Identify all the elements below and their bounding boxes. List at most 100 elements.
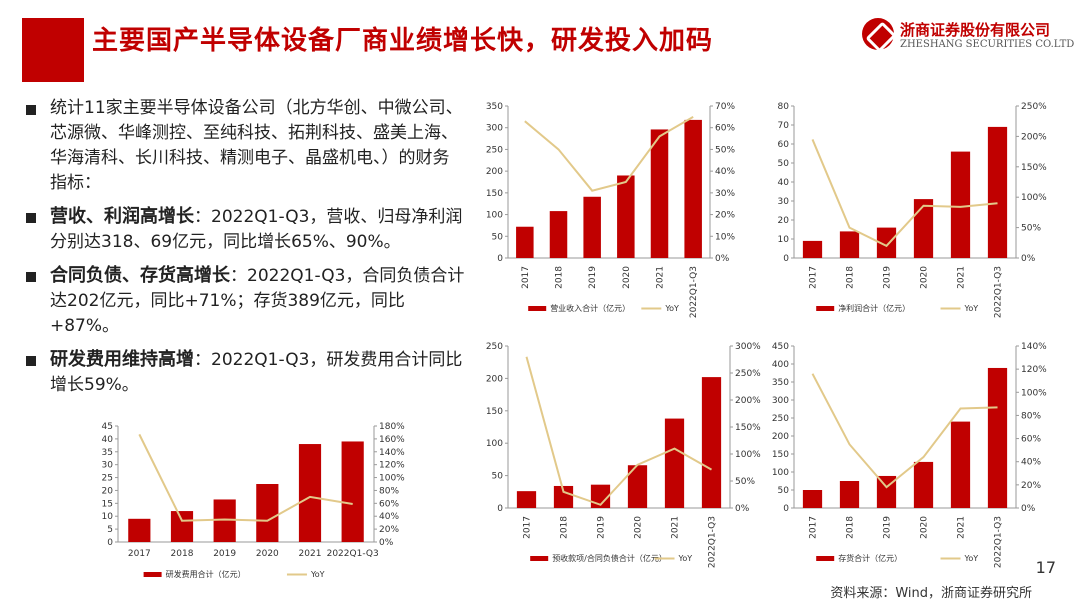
- bullet-text: 合同负债、存货高增长：2022Q1-Q3，合同负债合计达202亿元，同比+71%…: [50, 263, 466, 339]
- y-right-tick-label: 140%: [1021, 342, 1047, 352]
- y-left-tick-label: 300: [772, 396, 789, 406]
- y-left-tick-label: 50: [492, 472, 504, 482]
- y-right-tick-label: 50%: [715, 145, 735, 155]
- y-right-tick-label: 0%: [735, 504, 750, 514]
- y-right-tick-label: 250%: [735, 369, 761, 379]
- y-left-tick-label: 400: [772, 360, 789, 370]
- y-right-tick-label: 60%: [379, 499, 399, 509]
- y-left-tick-label: 20: [102, 486, 114, 496]
- bar: [987, 126, 1008, 259]
- square-bullet-icon: [26, 105, 36, 115]
- x-tick-label: 2021: [957, 516, 967, 539]
- bar: [516, 226, 534, 258]
- y-right-tick-label: 0%: [1021, 504, 1036, 514]
- contract-liabilities-chart-svg: 0 50 100 150 200 250 0% 50% 100% 150% 200% 250% 300%…: [486, 342, 761, 568]
- net-profit-chart-svg: 0 10 20 30 40 50 60 70 80 0% 50% 100% 150% 200% 250% 20…: [778, 102, 1048, 318]
- bullet-item: 统计11家主要半导体设备公司（北方华创、中微公司、芯源微、华峰测控、至纯科技、拓…: [26, 96, 466, 196]
- y-left-tick-label: 250: [486, 342, 503, 352]
- x-tick-label: 2021: [299, 549, 322, 559]
- legend-bar-swatch: [816, 306, 835, 311]
- bar: [839, 231, 860, 258]
- y-left-tick-label: 40: [102, 435, 114, 445]
- y-left-tick-label: 50: [492, 232, 504, 242]
- bar: [664, 418, 685, 508]
- yoy-line: [811, 139, 998, 248]
- y-right-tick-label: 0%: [1021, 254, 1036, 264]
- y-right-tick-label: 180%: [379, 422, 405, 432]
- net-profit-chart: 0 10 20 30 40 50 60 70 80 0% 50% 100% 150% 200% 250% 20…: [762, 98, 1052, 320]
- x-tick-label: 2017: [809, 266, 819, 289]
- x-tick-label: 2018: [560, 516, 570, 539]
- y-right-tick-label: 120%: [1021, 365, 1047, 375]
- legend-bar-label: 存货合计（亿元）: [838, 553, 902, 563]
- bar: [627, 465, 648, 508]
- y-right-tick-label: 100%: [379, 474, 405, 484]
- x-tick-label: 2018: [846, 516, 856, 539]
- y-right-tick-label: 200%: [735, 396, 761, 406]
- yoy-line: [811, 373, 998, 489]
- y-left-tick-label: 30: [102, 461, 114, 471]
- y-left-tick-label: 30: [778, 197, 790, 207]
- x-tick-label: 2019: [213, 549, 236, 559]
- y-right-tick-label: 150%: [735, 423, 761, 433]
- y-left-tick-label: 0: [107, 538, 113, 548]
- y-right-tick-label: 40%: [379, 512, 399, 522]
- rnd-expense-chart-svg: 0 5 10 15 20 25 30 35 40 45 0% 20% 40% 60% 80% 100% 120%…: [102, 422, 406, 579]
- inventory-chart: 0 50 100 150 200 250 300 350 400 450 0% 20% 40% 60% 80…: [762, 338, 1052, 570]
- page-title: 主要国产半导体设备厂商业绩增长快，研发投入加码: [92, 26, 714, 56]
- bullet-lead: 合同负债、存货高增长: [50, 265, 230, 286]
- y-left-tick-label: 25: [102, 474, 113, 484]
- y-right-tick-label: 200%: [1021, 132, 1047, 142]
- x-tick-label: 2019: [883, 266, 893, 289]
- page-number: 17: [1035, 558, 1056, 577]
- y-right-tick-label: 10%: [715, 232, 735, 242]
- x-tick-label: 2022Q1-Q3: [708, 516, 718, 568]
- legend-bar-label: 预收款项/合同负债合计（亿元）: [552, 553, 667, 563]
- x-tick-label: 2022Q1-Q3: [994, 516, 1004, 568]
- x-tick-label: 2020: [920, 516, 930, 539]
- y-left-tick-label: 200: [486, 167, 503, 177]
- y-right-tick-label: 20%: [1021, 481, 1041, 491]
- bar: [684, 119, 702, 258]
- y-left-tick-label: 250: [486, 145, 503, 155]
- y-left-tick-label: 0: [497, 254, 503, 264]
- yoy-line: [138, 433, 353, 522]
- y-left-tick-label: 50: [778, 486, 790, 496]
- y-left-tick-label: 250: [772, 414, 789, 424]
- bullet-lead: 研发费用维持高增: [50, 349, 194, 370]
- x-tick-label: 2019: [883, 516, 893, 539]
- legend-line-label: YoY: [678, 554, 693, 563]
- y-left-tick-label: 40: [778, 178, 790, 188]
- bar: [128, 518, 151, 542]
- bullet-item: 研发费用维持高增：2022Q1-Q3，研发费用合计同比增长59%。: [26, 347, 466, 398]
- x-tick-label: 2017: [128, 549, 151, 559]
- legend-line-label: YoY: [310, 570, 325, 579]
- x-tick-label: 2020: [256, 549, 279, 559]
- x-tick-label: 2018: [846, 266, 856, 289]
- y-right-tick-label: 40%: [1021, 458, 1041, 468]
- y-left-tick-label: 10: [102, 512, 114, 522]
- bar: [950, 421, 971, 508]
- y-right-tick-label: 100%: [735, 450, 761, 460]
- y-left-tick-label: 450: [772, 342, 789, 352]
- bullet-body: ：2022Q1-Q3，营收、归母净利润分别达318、69亿元，同比增长65%、9…: [50, 207, 463, 252]
- legend-line-label: YoY: [664, 304, 679, 313]
- y-left-tick-label: 45: [102, 422, 113, 432]
- y-left-tick-label: 50: [778, 159, 790, 169]
- y-right-tick-label: 0%: [379, 538, 394, 548]
- bar: [701, 377, 722, 508]
- bar: [549, 211, 568, 258]
- bar: [298, 444, 322, 542]
- y-right-tick-label: 100%: [1021, 193, 1047, 203]
- bar: [583, 196, 601, 258]
- yoy-line: [525, 356, 712, 506]
- header-accent-block: [22, 18, 84, 82]
- y-right-tick-label: 60%: [715, 124, 735, 134]
- inventory-chart-svg: 0 50 100 150 200 250 300 350 400 450 0% 20% 40% 60% 80…: [772, 342, 1047, 568]
- x-tick-label: 2021: [671, 516, 681, 539]
- revenue-chart: 0 50 100 150 200 250 300 350 0% 10% 20% 30% 40% 50% 60…: [476, 98, 746, 320]
- y-right-tick-label: 70%: [715, 102, 735, 112]
- x-tick-label: 2021: [957, 266, 967, 289]
- bullet-text: 研发费用维持高增：2022Q1-Q3，研发费用合计同比增长59%。: [50, 347, 466, 398]
- x-tick-label: 2017: [809, 516, 819, 539]
